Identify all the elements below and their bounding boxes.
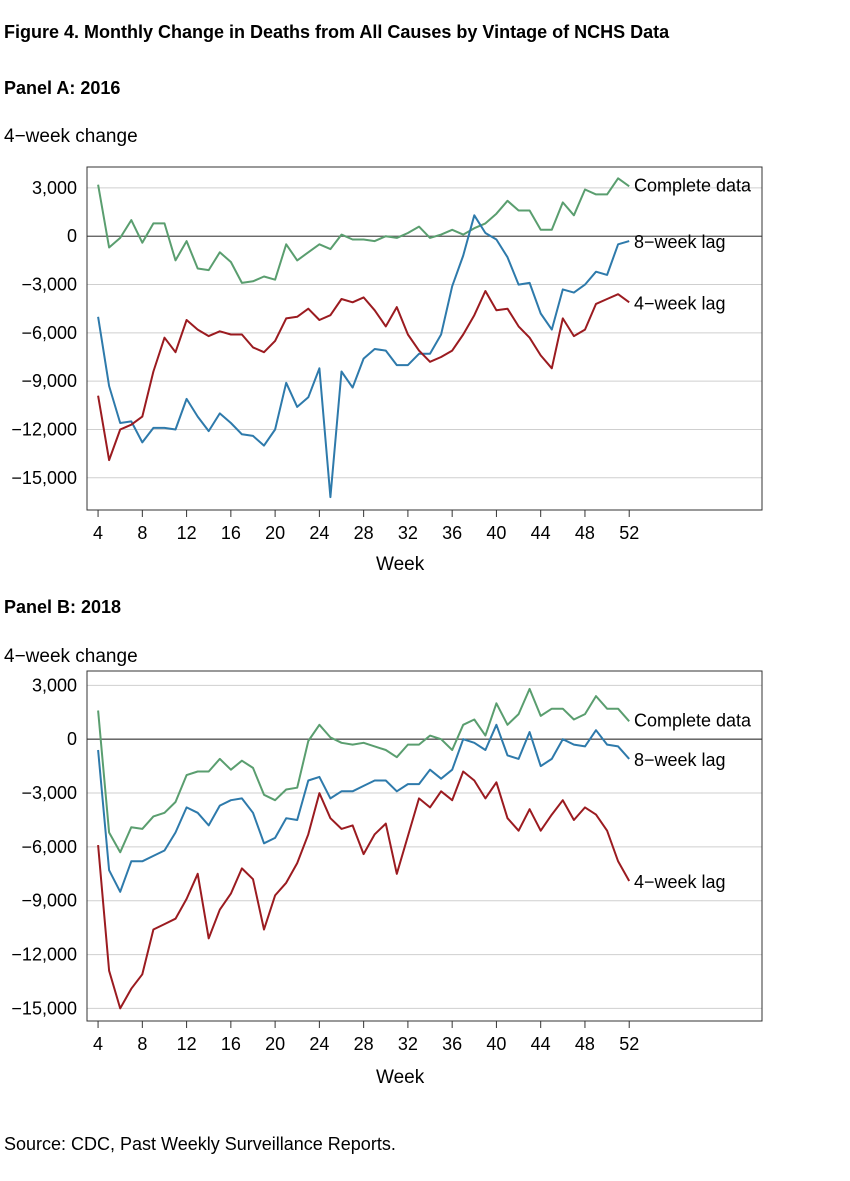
panel-b-y-tick-label: −9,000: [21, 891, 77, 911]
panel-b-x-tick-label: 16: [221, 1034, 241, 1054]
panel-a-x-tick-label: 52: [619, 523, 639, 543]
panel-b-series-8-week-lag: [97, 723, 630, 893]
panel-a-x-tick-label: 44: [531, 523, 551, 543]
panel-b-series-label-4-week-lag: 4−week lag: [634, 872, 726, 892]
panel-b-title: Panel B: 2018: [4, 597, 122, 617]
panel-b-y-tick-label: 3,000: [32, 675, 77, 695]
panel-a-series-complete-data: [97, 177, 630, 284]
panel-b-x-tick-label: 40: [486, 1034, 506, 1054]
panel-a-x-tick-label: 28: [354, 523, 374, 543]
panel-a-x-axis-label: Week: [376, 554, 425, 575]
panel-a-x-tick-label: 24: [309, 523, 329, 543]
panel-b-x-tick-label: 32: [398, 1034, 418, 1054]
panel-a-x-tick-label: 12: [177, 523, 197, 543]
panel-a-y-axis-label: 4−week change: [4, 126, 138, 147]
panel-a-series-label-4-week-lag: 4−week lag: [634, 293, 726, 313]
panel-b-y-tick-label: −6,000: [21, 837, 77, 857]
panel-a-series-4-week-lag: [97, 290, 630, 462]
panel-a-x-tick-label: 36: [442, 523, 462, 543]
panel-b-x-tick-label: 28: [354, 1034, 374, 1054]
panel-b-y-tick-label: 0: [67, 729, 77, 749]
panel-b-x-tick-label: 48: [575, 1034, 595, 1054]
panel-b-x-tick-label: 8: [137, 1034, 147, 1054]
panel-b-series-label-complete-data: Complete data: [634, 710, 752, 730]
panel-b-series-label-8-week-lag: 8−week lag: [634, 750, 726, 770]
panel-a-y-tick-label: −15,000: [11, 468, 77, 488]
panel-b-series-4-week-lag: [97, 770, 631, 1010]
panel-a-series-8-week-lag: [97, 214, 630, 499]
panel-a-x-tick-label: 48: [575, 523, 595, 543]
panel-b-x-tick-label: 4: [93, 1034, 103, 1054]
panel-a-x-tick-label: 20: [265, 523, 285, 543]
panel-b-x-tick-label: 24: [309, 1034, 329, 1054]
panel-a-y-tick-label: −3,000: [21, 275, 77, 295]
panel-b-x-tick-label: 44: [531, 1034, 551, 1054]
panel-b-x-tick-label: 20: [265, 1034, 285, 1054]
source-note: Source: CDC, Past Weekly Surveillance Re…: [4, 1134, 396, 1154]
panel-a-y-tick-label: 0: [67, 226, 77, 246]
panel-a-series-label-complete-data: Complete data: [634, 175, 752, 195]
panel-a-series-label-8-week-lag: 8−week lag: [634, 232, 726, 252]
panel-b-x-axis-label: Week: [376, 1067, 425, 1088]
panel-b-y-axis-label: 4−week change: [4, 646, 138, 667]
panel-b-y-tick-label: −12,000: [11, 945, 77, 965]
panel-a-y-tick-label: −12,000: [11, 419, 77, 439]
panel-b-x-tick-label: 36: [442, 1034, 462, 1054]
panel-a-y-tick-label: 3,000: [32, 178, 77, 198]
panel-a-plot-frame: [86, 166, 763, 511]
panel-b-plot-frame: [86, 670, 763, 1022]
figure-title: Figure 4. Monthly Change in Deaths from …: [4, 22, 670, 42]
panel-b-y-tick-label: −15,000: [11, 998, 77, 1018]
panel-a-y-tick-label: −9,000: [21, 371, 77, 391]
panel-a-y-tick-label: −6,000: [21, 323, 77, 343]
panel-a-title: Panel A: 2016: [4, 78, 121, 98]
panel-b-y-tick-label: −3,000: [21, 783, 77, 803]
panel-b-x-tick-label: 52: [619, 1034, 639, 1054]
panel-a-x-tick-label: 32: [398, 523, 418, 543]
panel-b-series-complete-data: [97, 687, 630, 854]
panel-a-x-tick-label: 8: [137, 523, 147, 543]
panel-b-x-tick-label: 12: [177, 1034, 197, 1054]
panel-a-x-tick-label: 16: [221, 523, 241, 543]
panel-a-x-tick-label: 4: [93, 523, 103, 543]
panel-a-x-tick-label: 40: [486, 523, 506, 543]
